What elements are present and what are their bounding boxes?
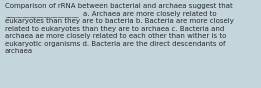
Text: Comparison of rRNA between bacterial and archaea suggest that
__________________: Comparison of rRNA between bacterial and… [5,3,234,54]
